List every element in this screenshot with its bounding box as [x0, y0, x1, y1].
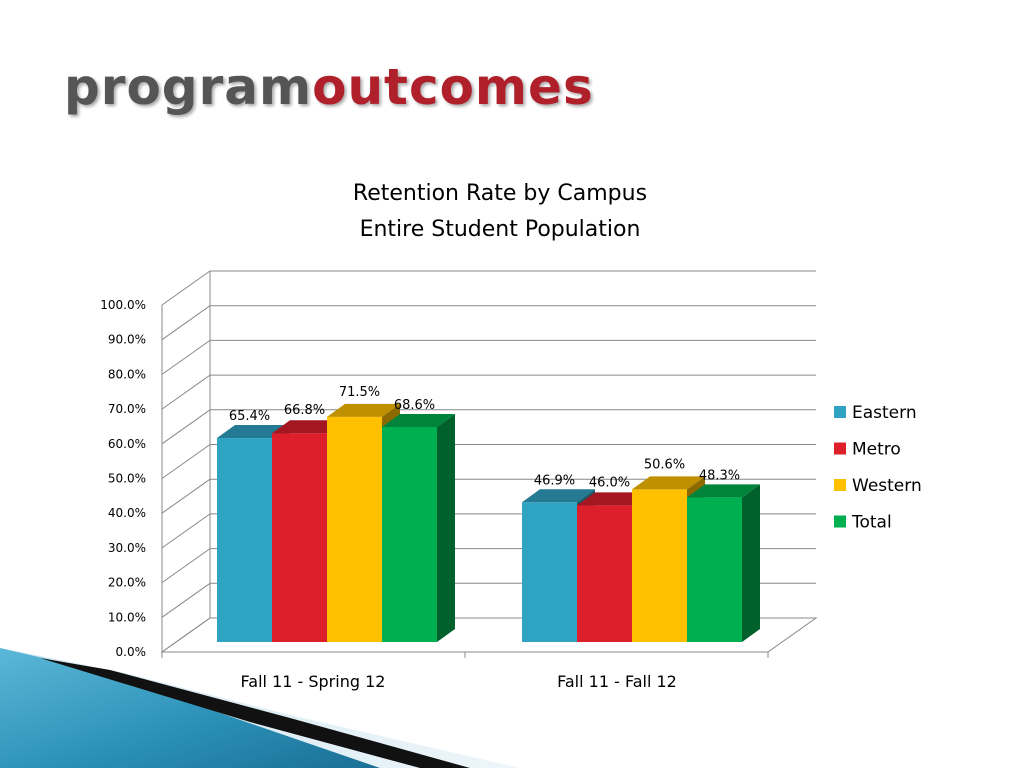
legend-label: Western [852, 476, 922, 496]
bar-metro [272, 433, 327, 642]
bar-top [327, 403, 400, 417]
decorative-swoosh [0, 648, 520, 768]
bar-total [382, 426, 437, 642]
legend-swatch [834, 406, 846, 418]
bar-top [382, 413, 455, 427]
data-label: 71.5% [339, 385, 380, 400]
y-tick-label: 100.0% [100, 298, 146, 312]
slide-title: programoutcomes [64, 58, 594, 116]
chart-legend: Eastern Metro Western Total [834, 403, 922, 533]
bar-eastern [217, 438, 272, 642]
gridline-side [161, 548, 211, 584]
data-label: 50.6% [644, 457, 685, 472]
y-tick-label: 60.0% [108, 437, 146, 451]
chart-title: Retention Rate by Campus Entire Student P… [353, 181, 647, 242]
bar-top [577, 492, 650, 506]
y-tick-label: 0.0% [116, 645, 147, 659]
data-label: 48.3% [699, 468, 740, 483]
legend-label: Eastern [852, 403, 917, 423]
bar-total [687, 497, 742, 642]
chart-title-line: Entire Student Population [360, 217, 641, 242]
gridline-side [161, 478, 211, 514]
gridline-side [161, 270, 211, 306]
bar-eastern [522, 502, 577, 642]
y-axis-ticks: 0.0% 10.0% 20.0% 30.0% 40.0% 50.0% 60.0% 70.0% 8… [100, 298, 146, 659]
data-label: 68.6% [394, 398, 435, 413]
data-labels: 65.4% 66.8% 71.5% 68.6% 46.9% 46.0% 50.6% 48.3% [229, 385, 740, 490]
gridline-side [161, 374, 211, 410]
data-label: 46.9% [534, 473, 575, 488]
bar-side [742, 484, 760, 642]
gridline-side [161, 444, 211, 479]
gridline-side [161, 305, 211, 341]
legend-swatch [834, 515, 846, 528]
bar-top [522, 489, 595, 503]
legend-label: Metro [852, 440, 901, 460]
chart-title-line: Retention Rate by Campus [353, 181, 647, 206]
y-tick-label: 10.0% [108, 610, 146, 624]
slide-title-word-program: program [64, 58, 313, 116]
bar-top [632, 476, 705, 490]
legend-swatch [834, 479, 846, 491]
bar-western [327, 416, 382, 642]
bar-top [687, 484, 760, 498]
y-tick-label: 90.0% [108, 333, 146, 347]
x-axis-ticks: Fall 11 - Spring 12 Fall 11 - Fall 12 [241, 672, 677, 691]
data-label: 46.0% [589, 475, 630, 490]
bar-top [272, 420, 345, 434]
y-tick-label: 80.0% [108, 367, 146, 381]
y-tick-label: 40.0% [108, 506, 146, 520]
gridline-side [161, 339, 211, 375]
y-tick-label: 30.0% [108, 541, 146, 555]
gridline-side [161, 409, 211, 445]
y-tick-label: 20.0% [108, 576, 146, 590]
data-label: 65.4% [229, 409, 270, 424]
x-tick-label: Fall 11 - Fall 12 [557, 672, 677, 691]
x-tick-label: Fall 11 - Spring 12 [241, 672, 386, 691]
bar-metro [577, 505, 632, 642]
gridline-side [161, 513, 211, 549]
legend-swatch [834, 442, 846, 455]
bar-western [632, 489, 687, 642]
gridline-side [161, 582, 211, 618]
y-tick-label: 70.0% [108, 402, 146, 416]
y-tick-label: 50.0% [108, 472, 146, 486]
chart-bars [217, 403, 760, 642]
legend-label: Total [851, 513, 892, 533]
bar-side [437, 413, 455, 642]
data-label: 66.8% [284, 403, 325, 418]
slide-title-word-outcomes: outcomes [312, 58, 594, 116]
bar-top [217, 425, 290, 439]
